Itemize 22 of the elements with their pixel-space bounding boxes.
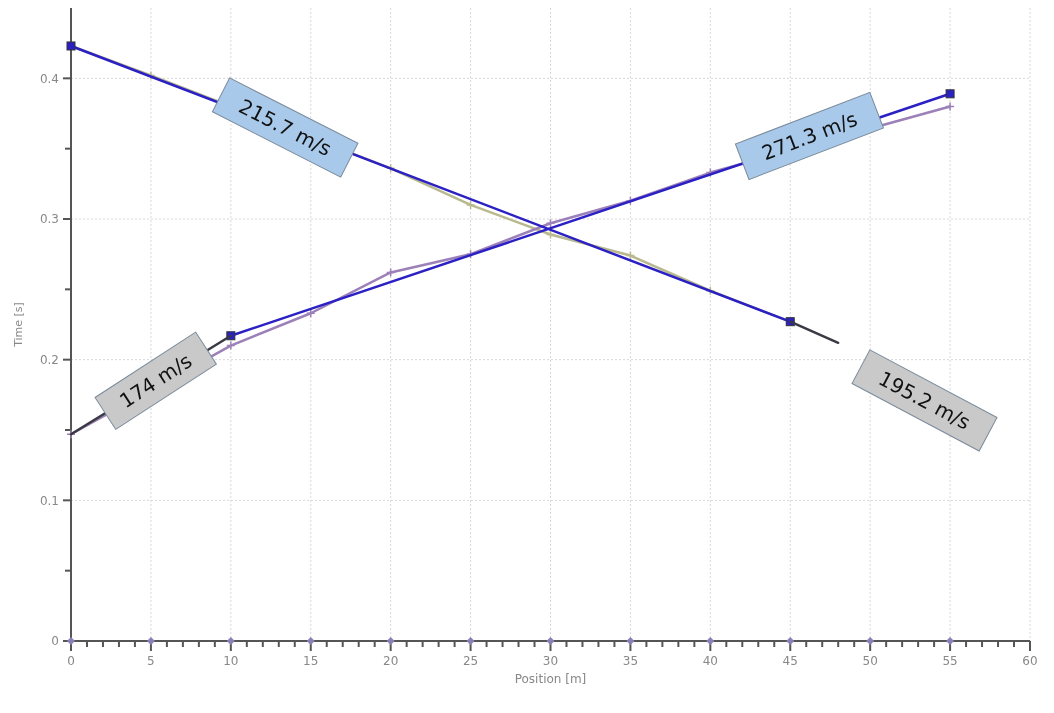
x-tick-label: 20 [383, 654, 399, 668]
x-tick-label: 60 [1022, 654, 1038, 668]
x-tick-label: 5 [147, 654, 155, 668]
x-tick-label: 15 [303, 654, 319, 668]
y-tick-label: 0.4 [39, 71, 59, 86]
y-tick-label: 0.2 [39, 352, 59, 367]
x-tick-label: 35 [622, 654, 639, 668]
x-tick-label: 0 [67, 654, 75, 668]
y-tick-label: 0 [51, 634, 59, 649]
x-tick-label: 50 [862, 654, 878, 668]
annotation: 174 m/s [115, 348, 197, 413]
x-tick-label: 55 [942, 654, 958, 668]
x-tick-label: 25 [462, 654, 479, 668]
x-tick-label: 30 [542, 654, 559, 668]
y-tick-label: 0.3 [39, 212, 59, 227]
y-tick-label: 0.1 [39, 493, 59, 508]
x-axis-title: Position [m] [514, 672, 587, 686]
x-tick-label: 10 [223, 654, 239, 668]
annotation: 271.3 m/s [758, 106, 861, 166]
y-axis-title: Time [s] [12, 302, 25, 348]
x-tick-label: 40 [702, 654, 718, 668]
x-tick-label: 45 [782, 654, 798, 668]
